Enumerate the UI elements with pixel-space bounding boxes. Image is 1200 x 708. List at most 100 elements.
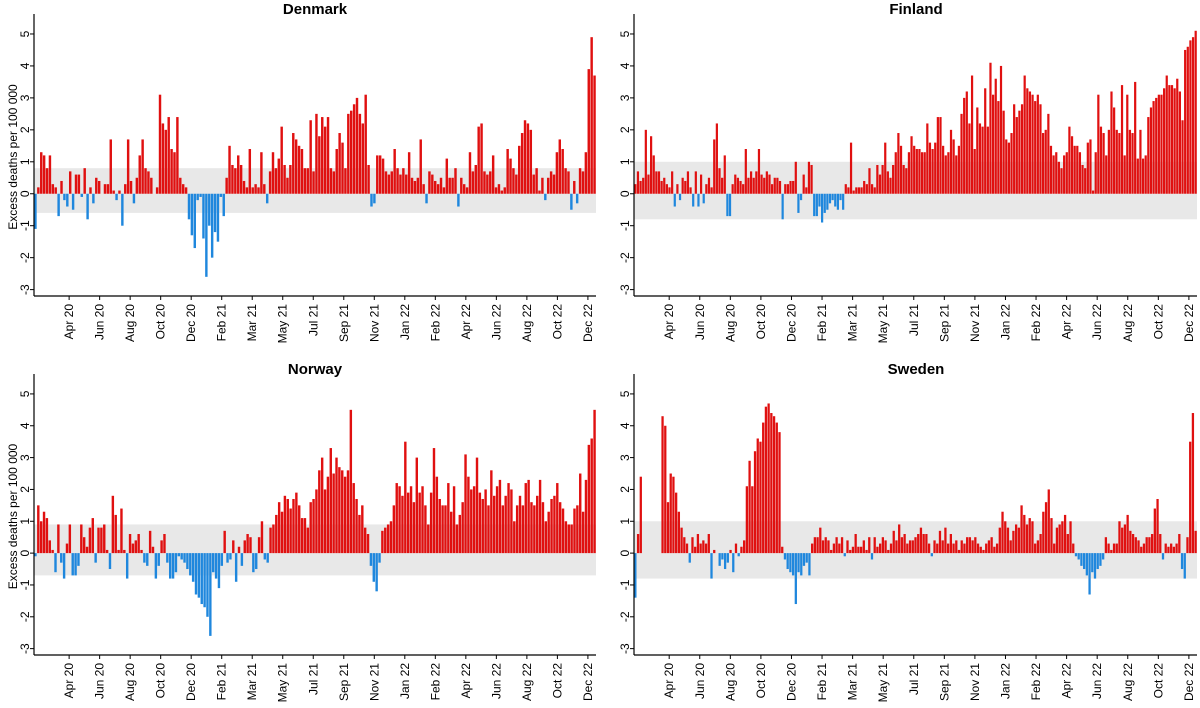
sweden-bar (680, 527, 683, 554)
denmark-bar (216, 193, 220, 242)
denmark-x-tick-label: Aug 20 (123, 304, 137, 342)
norway-bar (412, 502, 416, 554)
finland-bar (928, 142, 932, 194)
denmark-bar (45, 168, 49, 194)
finland-bar (689, 187, 692, 194)
denmark-bar (277, 158, 280, 194)
sweden-x-tick-label: Jan 22 (998, 663, 1012, 699)
finland-bar (1044, 129, 1047, 194)
denmark-bar (86, 193, 89, 220)
denmark-bar (570, 193, 573, 210)
denmark-bar (361, 123, 365, 194)
norway-bar (146, 553, 149, 566)
denmark-x-tick-label: Feb 22 (428, 304, 442, 342)
norway-bar (458, 514, 462, 554)
denmark-bar (561, 149, 564, 194)
denmark-x-tick-label: Oct 20 (154, 304, 168, 340)
finland-bar (744, 149, 747, 194)
sweden-panel: -3 -2 -1 0 1 2 3 4 5 Apr 20 Jun 20 Aug 20 Oct 20 Dec … (618, 361, 1197, 702)
denmark-bar (222, 193, 225, 217)
denmark-bar (480, 123, 483, 194)
norway-bar (266, 553, 269, 563)
finland-bar (1047, 113, 1050, 194)
denmark-bar (468, 152, 472, 194)
sweden-bar (1102, 553, 1105, 560)
finland-y-tick-label: 4 (618, 62, 632, 69)
norway-bar (174, 553, 178, 573)
sweden-bar (1180, 553, 1184, 570)
norway-x-tick-label: Nov 21 (367, 663, 381, 701)
sweden-bar (794, 553, 797, 605)
sweden-x-tick-label: Dec 20 (784, 663, 798, 701)
finland-bar (636, 171, 640, 194)
finland-bar (799, 193, 803, 201)
denmark-bar (486, 174, 489, 194)
norway-x-tick-label: Oct 22 (550, 663, 564, 699)
norway-bar (203, 553, 206, 608)
sweden-bar (1191, 413, 1195, 554)
finland-bar (1063, 155, 1066, 194)
sweden-bar (699, 543, 702, 554)
norway-bar (372, 553, 375, 582)
norway-bar (515, 505, 519, 554)
sweden-bar (781, 546, 784, 554)
sweden-bar (791, 553, 795, 576)
denmark-x-tick-label: Dec 20 (184, 304, 198, 342)
sweden-bar (919, 527, 923, 554)
denmark-bar (268, 171, 272, 194)
denmark-bar (129, 180, 133, 194)
finland-x-tick-label: Dec 20 (784, 304, 798, 342)
finland-bar (1141, 158, 1145, 194)
norway-bar (260, 521, 264, 554)
norway-bar (501, 505, 505, 554)
sweden-bar (634, 553, 637, 598)
sweden-bar (664, 425, 667, 554)
denmark-bar (300, 149, 304, 194)
finland-bar (1081, 164, 1084, 194)
finland-bar (639, 180, 642, 194)
finland-bar (699, 174, 703, 194)
sweden-bar (900, 537, 904, 554)
norway-x-tick-label: Jan 22 (398, 663, 412, 699)
norway-bar (584, 479, 588, 554)
norway-y-tick-label: -3 (18, 643, 32, 654)
sweden-bar (1110, 549, 1113, 554)
sweden-bar (1088, 553, 1091, 595)
denmark-bar (523, 120, 527, 194)
sweden-bar (914, 537, 917, 554)
finland-bar (868, 168, 871, 194)
finland-bar (784, 184, 787, 194)
denmark-bar (376, 155, 379, 194)
finland-y-tick-label: 5 (618, 30, 632, 37)
sweden-bar (1023, 514, 1026, 554)
sweden-bar (854, 534, 857, 554)
norway-bar (183, 553, 186, 563)
denmark-bar (564, 168, 567, 194)
norway-bar (386, 524, 390, 554)
finland-bar (865, 184, 868, 194)
finland-bar (660, 180, 663, 194)
finland-bar (1052, 155, 1055, 194)
sweden-bar (827, 540, 830, 554)
sweden-bar (764, 406, 768, 554)
finland-bar (1055, 152, 1058, 194)
sweden-bar (672, 476, 675, 554)
finland-x-tick-label: Aug 20 (723, 304, 737, 342)
norway-bar (441, 505, 444, 554)
finland-bar (1123, 155, 1126, 194)
finland-bar (642, 177, 645, 194)
norway-bar (510, 489, 513, 554)
denmark-x-tick-label: Jan 22 (398, 304, 412, 340)
sweden-bar (1104, 537, 1108, 554)
norway-bar (42, 511, 46, 554)
norway-bar (237, 546, 241, 554)
denmark-bar (147, 171, 150, 194)
norway-bar (154, 553, 158, 579)
sweden-bar (675, 492, 678, 554)
sweden-bar (917, 534, 920, 554)
norway-bar (100, 527, 103, 554)
denmark-x-tick-label: Oct 22 (550, 304, 564, 340)
denmark-y-tick-label: 2 (18, 126, 32, 133)
sweden-bar (683, 537, 686, 554)
sweden-bar (930, 553, 933, 557)
